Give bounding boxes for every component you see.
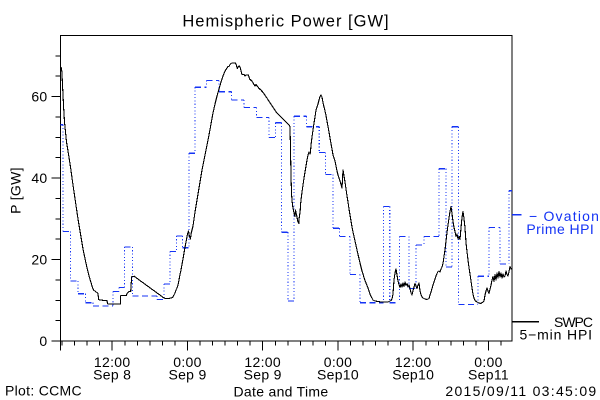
svg-text:Sep 9: Sep 9 (244, 367, 282, 383)
svg-text:60: 60 (31, 89, 47, 105)
svg-text:Sep 9: Sep 9 (168, 367, 206, 383)
svg-text:0:00: 0:00 (324, 354, 352, 370)
svg-text:20: 20 (31, 252, 47, 268)
svg-text:− Ovation: − Ovation (529, 208, 600, 224)
svg-text:SWPC: SWPC (554, 314, 593, 330)
svg-text:Prime HPI: Prime HPI (526, 221, 594, 237)
svg-text:Date and Time: Date and Time (234, 384, 329, 400)
svg-text:12:00: 12:00 (395, 354, 432, 370)
svg-text:12:00: 12:00 (244, 354, 281, 370)
svg-text:12:00: 12:00 (94, 354, 131, 370)
svg-text:40: 40 (31, 170, 47, 186)
svg-text:Sep 8: Sep 8 (93, 367, 131, 383)
svg-text:Plot: CCMC: Plot: CCMC (5, 383, 82, 399)
svg-text:2015/09/11 03:45:09: 2015/09/11 03:45:09 (445, 383, 597, 399)
svg-text:5−min HPI: 5−min HPI (520, 327, 593, 343)
svg-text:0:00: 0:00 (173, 354, 201, 370)
svg-text:0:00: 0:00 (474, 354, 502, 370)
svg-text:0: 0 (39, 333, 47, 349)
svg-text:Sep10: Sep10 (392, 367, 434, 383)
svg-text:Sep11: Sep11 (468, 367, 509, 383)
svg-text:Sep10: Sep10 (317, 367, 359, 383)
svg-text:Hemispheric Power [GW]: Hemispheric Power [GW] (182, 13, 389, 31)
svg-text:P [GW]: P [GW] (8, 167, 24, 214)
